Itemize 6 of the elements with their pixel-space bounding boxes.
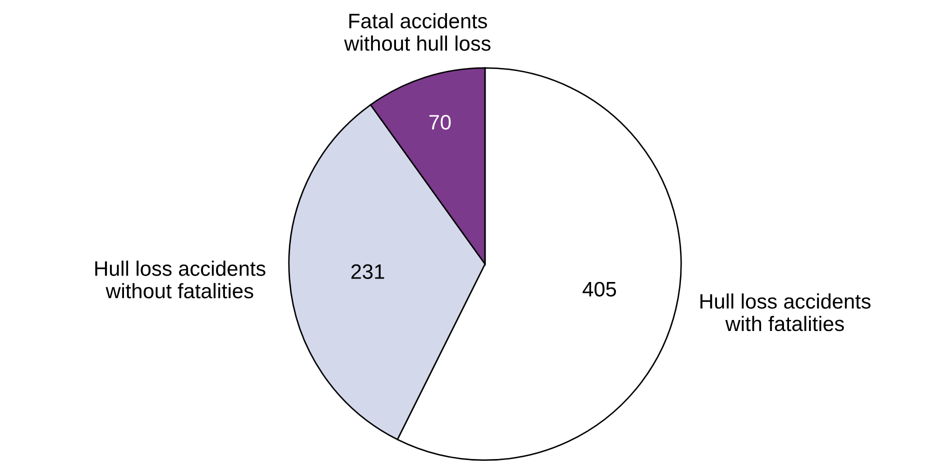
data-label: 70 [429,114,451,130]
slice-label: Hull loss accidents without fatalities [95,260,266,298]
slice-label: Hull loss accidents with fatalities [700,293,871,332]
data-label: 231 [351,264,384,280]
data-label: 405 [582,282,616,297]
slice-label: Fatal accidents without hull loss [344,13,490,51]
